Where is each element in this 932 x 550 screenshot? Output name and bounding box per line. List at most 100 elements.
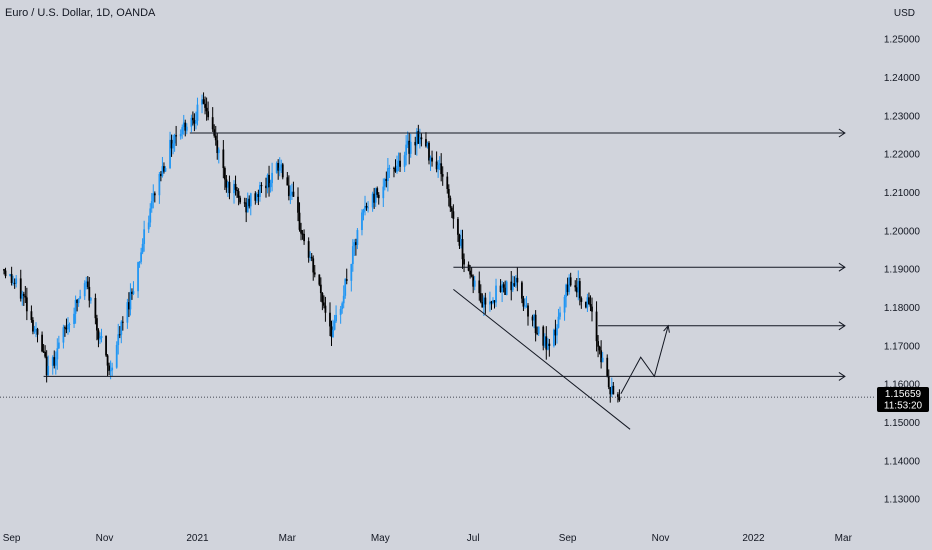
candle-body xyxy=(117,334,120,345)
candle xyxy=(446,172,449,194)
candle xyxy=(373,187,376,209)
candle xyxy=(33,325,36,334)
candle xyxy=(68,322,71,333)
candle xyxy=(13,278,16,289)
candle xyxy=(307,237,310,263)
candle-body xyxy=(181,127,184,135)
candle xyxy=(62,324,65,349)
candle-body xyxy=(364,205,366,210)
candle xyxy=(152,184,155,209)
candle-body xyxy=(213,129,216,136)
candle xyxy=(437,160,440,178)
candle xyxy=(435,151,438,173)
candle-body xyxy=(68,324,71,326)
candle-body xyxy=(246,198,249,213)
candle-body xyxy=(397,160,400,166)
candle-body xyxy=(322,302,325,306)
candle xyxy=(450,206,453,219)
candle-body xyxy=(100,336,103,338)
projection-path[interactable] xyxy=(620,325,669,394)
candle-body xyxy=(342,295,345,304)
candle-body xyxy=(438,163,441,166)
candle xyxy=(170,134,173,157)
candle xyxy=(383,177,386,191)
candle-body xyxy=(521,282,523,299)
candle-body xyxy=(85,281,88,284)
candle-body xyxy=(499,285,502,292)
candle xyxy=(126,298,129,329)
candle xyxy=(460,229,462,249)
candle-body xyxy=(493,300,496,303)
candle xyxy=(239,195,242,205)
candle-body xyxy=(382,186,385,199)
candle-body xyxy=(228,181,231,194)
candle-body xyxy=(105,336,107,356)
candle xyxy=(85,276,88,290)
candle xyxy=(342,285,345,309)
x-tick-label: Sep xyxy=(559,533,577,544)
candle xyxy=(441,166,444,186)
candle xyxy=(207,101,210,121)
candle xyxy=(597,335,599,358)
candle-body xyxy=(175,135,178,137)
candle xyxy=(418,128,421,149)
candle xyxy=(106,354,109,377)
candle xyxy=(522,295,525,311)
price-axis[interactable]: 1.25000 1.24000 1.23000 1.22000 1.21000 1.200… xyxy=(884,35,921,506)
candle-body xyxy=(575,287,578,293)
candle-body xyxy=(489,301,491,305)
candle-body xyxy=(12,282,15,284)
candle-body xyxy=(490,301,493,304)
candle xyxy=(45,350,48,383)
candle xyxy=(246,192,249,213)
candle xyxy=(79,289,82,300)
candle-body xyxy=(292,191,295,197)
candle-body xyxy=(277,163,280,171)
candle-body xyxy=(531,316,534,321)
candle-body xyxy=(449,197,452,208)
candle-body xyxy=(300,229,302,234)
candle-body xyxy=(42,351,45,353)
candle-body xyxy=(527,305,529,317)
candle-body xyxy=(510,281,513,291)
candle xyxy=(42,344,45,354)
candle-body xyxy=(524,305,526,307)
candle-body xyxy=(479,293,482,302)
candle xyxy=(382,178,385,207)
candle xyxy=(65,318,68,334)
candle-body xyxy=(525,305,528,307)
y-tick-label: 1.14000 xyxy=(884,456,921,467)
candle-body xyxy=(458,234,461,246)
candle xyxy=(333,314,336,331)
candle-body xyxy=(137,262,139,292)
candle xyxy=(504,280,507,295)
candle-body xyxy=(324,305,327,313)
candle-body xyxy=(44,352,47,357)
candle xyxy=(74,295,77,324)
candle xyxy=(9,273,11,277)
candle-body xyxy=(309,256,312,258)
candle xyxy=(452,204,455,229)
candle xyxy=(175,125,178,146)
candle-body xyxy=(128,302,130,310)
candle xyxy=(479,284,482,304)
candle xyxy=(143,220,146,252)
candle xyxy=(298,202,301,232)
candle xyxy=(129,283,132,316)
candle-body xyxy=(234,183,237,190)
time-axis[interactable]: Sep Nov 2021 Mar May Jul Sep Nov 2022 Mar xyxy=(3,533,853,544)
candle-body xyxy=(115,344,118,368)
chart-title: Euro / U.S. Dollar, 1D, OANDA xyxy=(5,7,156,19)
descending-trendline[interactable] xyxy=(453,289,631,430)
candle-body xyxy=(452,211,455,219)
candle xyxy=(610,377,613,397)
candle-body xyxy=(54,359,57,366)
candle xyxy=(22,291,25,306)
candle xyxy=(554,319,557,346)
candle xyxy=(57,335,60,349)
candle xyxy=(516,267,519,292)
candle xyxy=(601,351,604,363)
y-tick-label: 1.21000 xyxy=(884,188,921,199)
